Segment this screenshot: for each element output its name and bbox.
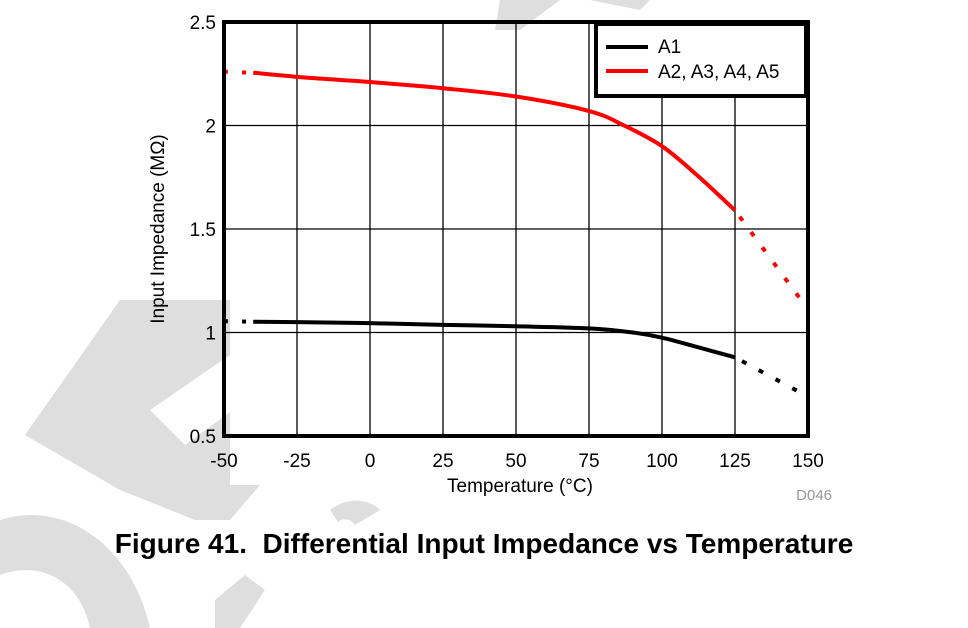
legend-label-a2-a5: A2, A3, A4, A5 [658, 62, 780, 83]
x-tick-label: 0 [365, 451, 376, 472]
x-tick-label: -50 [210, 451, 237, 472]
series-a2-a5-extrapolated-high [733, 209, 804, 303]
y-tick-label: 2.5 [190, 13, 216, 34]
y-tick-label: 2 [205, 117, 216, 138]
x-tick-label: -25 [283, 451, 310, 472]
series-a1-extrapolated-high [734, 355, 809, 399]
x-tick-label: 150 [792, 451, 824, 472]
x-tick-labels: -50 -25 0 25 50 75 100 125 150 [210, 451, 824, 472]
series-a2-a5-line [253, 70, 737, 212]
x-tick-label: 125 [719, 451, 751, 472]
x-tick-label: 75 [578, 451, 599, 472]
legend: A1 A2, A3, A4, A5 [594, 22, 808, 98]
y-axis-label: Input Impedance (MΩ) [148, 134, 169, 324]
legend-box [594, 22, 808, 98]
y-tick-label: 0.5 [190, 427, 216, 448]
x-tick-label: 50 [505, 451, 526, 472]
x-tick-label: 25 [432, 451, 453, 472]
series-a2-a5-extrapolated-low [223, 69, 254, 75]
plot-frame [222, 20, 810, 438]
x-axis-label: Temperature (°C) [447, 476, 593, 497]
series-a1-extrapolated-low [223, 319, 254, 324]
x-tick-label: 100 [646, 451, 678, 472]
legend-label-a1: A1 [658, 37, 681, 58]
figure-caption: Figure 41. Differential Input Impedance … [114, 528, 854, 559]
figure-code: D046 [796, 487, 832, 504]
y-tick-labels: 0.5 1 1.5 2 2.5 [190, 13, 216, 448]
y-tick-label: 1 [205, 324, 216, 345]
series-a1-line [253, 319, 736, 360]
y-tick-label: 1.5 [190, 220, 216, 241]
